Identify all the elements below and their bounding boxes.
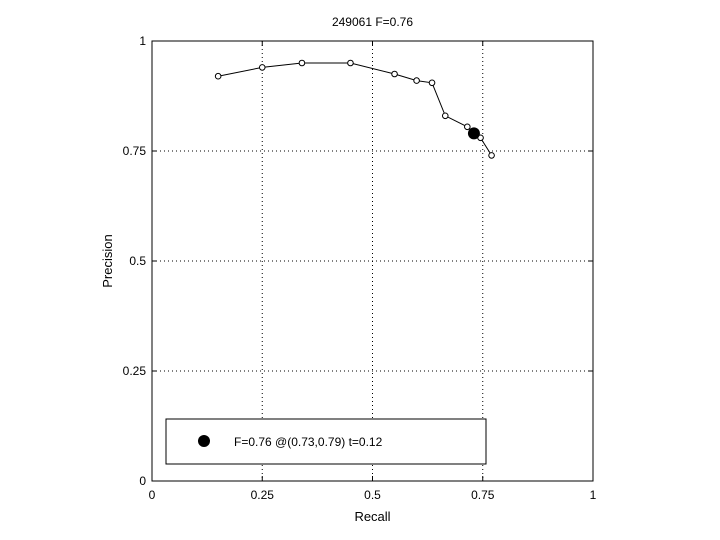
highlight-group: [467, 127, 480, 140]
x-tick-label: 0: [149, 488, 156, 502]
y-tick-label: 0.5: [129, 254, 146, 268]
data-point: [464, 123, 471, 131]
x-tick-labels: 0 0.25 0.5 0.75 1: [149, 488, 597, 502]
legend-label: F=0.76 @(0.73,0.79) t=0.12: [234, 435, 383, 449]
data-point: [214, 72, 222, 80]
y-tick-label: 0.75: [123, 144, 147, 158]
data-point: [298, 59, 306, 67]
y-tick-label: 0: [139, 474, 146, 488]
grid: [152, 41, 593, 481]
x-axis-label: Recall: [354, 509, 390, 524]
x-tick-label: 0.25: [251, 488, 275, 502]
data-point: [428, 79, 436, 87]
x-tick-label: 1: [590, 488, 597, 502]
y-tick-label: 1: [139, 34, 146, 48]
highlight-point: [467, 127, 480, 140]
data-point: [488, 152, 495, 159]
legend-marker: [198, 435, 210, 447]
data-point: [391, 70, 398, 78]
legend: F=0.76 @(0.73,0.79) t=0.12: [165, 418, 487, 465]
legend-box: [165, 418, 487, 465]
chart-title: 249061 F=0.76: [332, 15, 413, 29]
data-point: [258, 64, 266, 71]
data-point: [347, 59, 354, 67]
axis-ticks: [151, 40, 594, 482]
x-tick-label: 0.5: [364, 488, 381, 502]
data-point: [413, 77, 420, 84]
y-tick-label: 0.25: [123, 364, 147, 378]
x-tick-label: 0.75: [471, 488, 495, 502]
y-axis-label: Precision: [100, 234, 115, 287]
y-tick-labels: 0 0.25 0.5 0.75 1: [123, 34, 147, 488]
data-point: [441, 112, 449, 120]
